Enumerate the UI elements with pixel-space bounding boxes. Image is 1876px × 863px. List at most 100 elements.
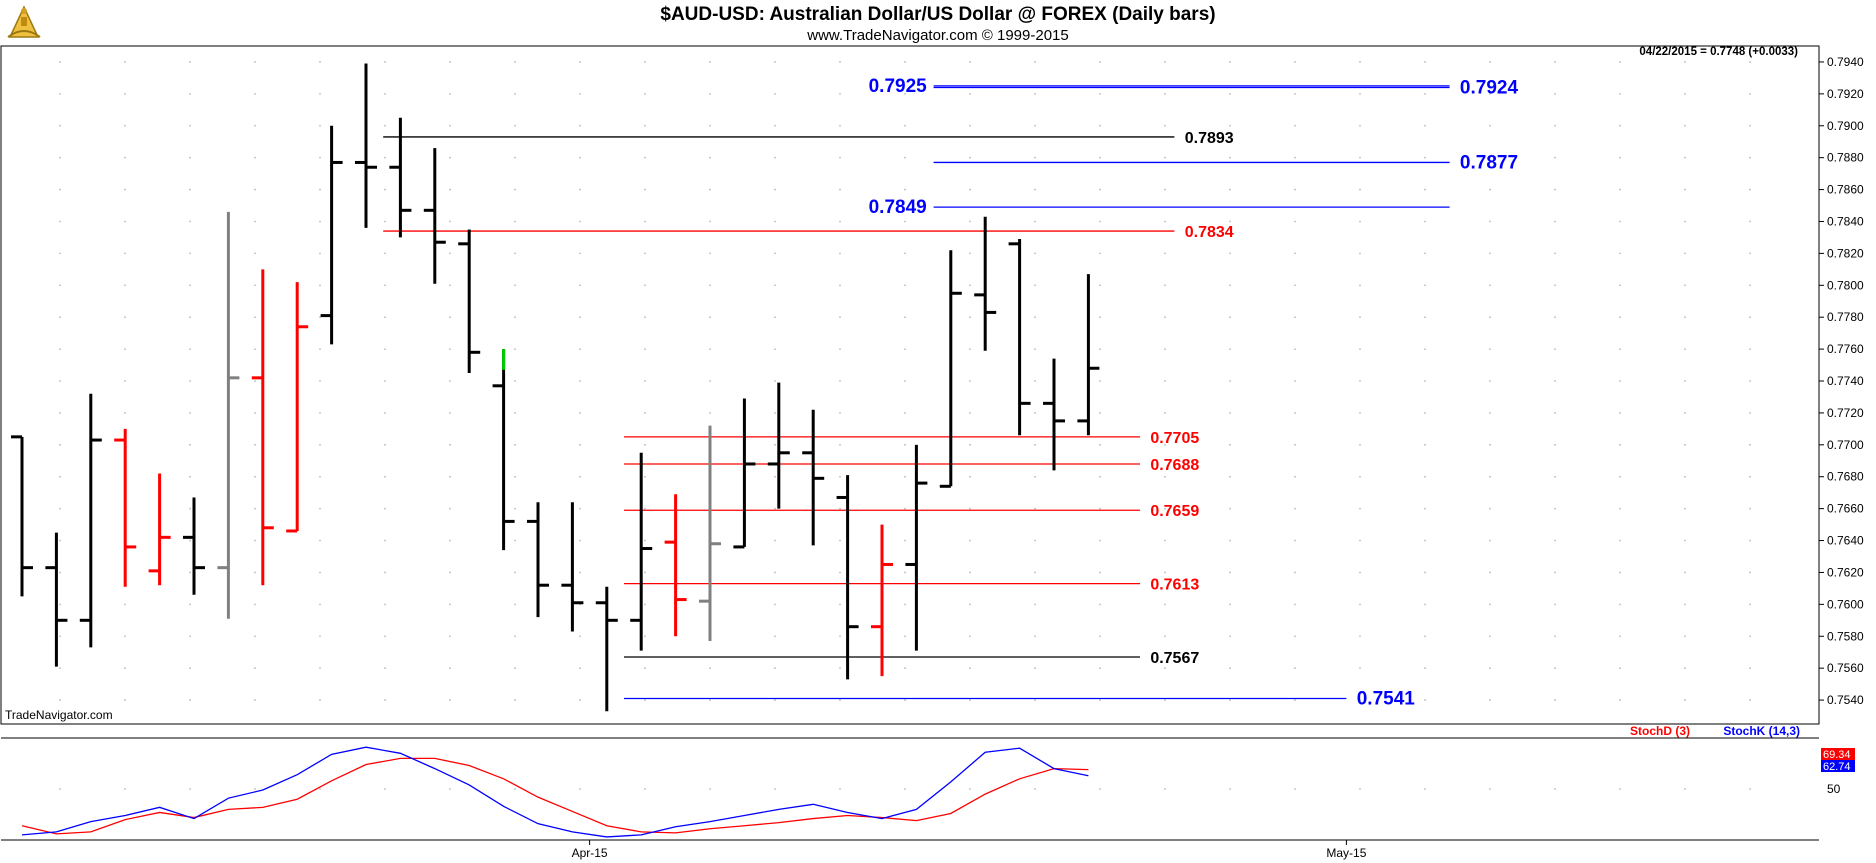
y-tick-label: 0.7740 [1827,374,1864,388]
grid-dot [514,124,516,127]
grid-dot [1749,92,1751,95]
grid-dot [904,571,906,574]
grid-dot [839,788,841,790]
grid-dot [1034,284,1036,287]
grid-dot [1229,124,1231,127]
grid-dot [1034,188,1036,191]
grid-dot [969,92,971,95]
grid-dot [969,380,971,382]
grid-dot [1359,635,1361,638]
grid-dot [1164,348,1166,351]
ohlc-bar [527,502,549,618]
grid-dot [59,220,61,223]
grid-dot [1619,348,1621,351]
grid-dot [1424,539,1426,542]
stoch-line-blue [21,746,1089,838]
grid-dot [1099,667,1101,670]
grid-dot [1619,412,1621,414]
grid-dot [254,475,256,478]
grid-dot [709,667,711,670]
ohlc-bar [836,475,859,680]
grid-dot [1099,539,1101,542]
ohlc-bar [389,117,412,238]
grid-dot [1489,539,1491,542]
grid-dot [1359,348,1361,351]
grid-dot [1099,443,1101,446]
grid-dot [59,475,61,478]
grid-dot [579,539,581,542]
grid-dot [1424,443,1426,446]
grid-dot [1359,788,1361,790]
grid-dot [644,188,646,191]
grid-dot [579,188,581,191]
price-axis: 0.7540 0.7560 0.7580 0.7600 0.7620 0.7640 0.76… [1819,55,1864,707]
grid-dot [1619,220,1621,223]
grid-dot [579,667,581,670]
grid-dot [1554,635,1556,638]
grid-dot [839,443,841,446]
price-grid [59,61,1751,701]
stoch-tick-label: 50 [1827,782,1841,796]
grid-dot [1619,507,1621,510]
grid-dot [904,252,906,255]
grid-dot [254,539,256,542]
grid-dot [1359,124,1361,127]
ohlc-bar [767,382,790,509]
grid-dot [1749,507,1751,510]
grid-dot [969,156,971,159]
grid-dot [1424,571,1426,574]
grid-dot [384,475,386,478]
grid-dot [1359,667,1361,670]
price-panel-frame [0,45,1820,725]
grid-dot [904,507,906,510]
grid-dot [1034,412,1036,414]
grid-dot [1554,316,1556,319]
grid-dot [969,788,971,790]
grid-dot [514,380,516,382]
y-tick-label: 0.7840 [1827,214,1864,228]
grid-dot [1749,571,1751,574]
grid-dot [59,316,61,319]
x-tick-label: Apr-15 [572,846,608,860]
grid-dot [1554,539,1556,542]
grid-dot [839,539,841,542]
grid-dot [709,699,711,701]
grid-dot [1229,252,1231,255]
level-label: 0.7925 [869,76,928,97]
y-tick-label: 0.7640 [1827,534,1864,548]
grid-dot [1164,284,1166,287]
level-label: 0.7688 [1150,457,1199,474]
grid-dot [124,788,126,790]
grid-dot [644,475,646,478]
grid-dot [774,220,776,223]
grid-dot [514,667,516,670]
grid-dot [514,635,516,638]
grid-dot [319,667,321,670]
grid-dot [709,412,711,414]
grid-dot [1749,124,1751,127]
grid-dot [449,539,451,542]
grid-dot [1359,443,1361,446]
grid-dot [1749,348,1751,351]
grid-dot [189,699,191,701]
grid-dot [644,412,646,414]
grid-dot [1034,667,1036,670]
grid-dot [124,284,126,287]
grid-dot [579,475,581,478]
ohlc-bar [148,473,171,586]
grid-dot [774,699,776,701]
grid-dot [1294,603,1296,606]
grid-dot [124,348,126,351]
grid-dot [774,252,776,255]
grid-dot [969,252,971,255]
grid-dot [514,412,516,414]
chart-title: $AUD-USD: Australian Dollar/US Dollar @ … [660,4,1215,25]
grid-dot [644,788,646,790]
grid-dot [124,156,126,159]
grid-dot [839,348,841,351]
grid-dot [1684,603,1686,606]
grid-dot [1034,61,1036,63]
grid-dot [189,156,191,159]
grid-dot [709,316,711,319]
grid-dot [1359,603,1361,606]
